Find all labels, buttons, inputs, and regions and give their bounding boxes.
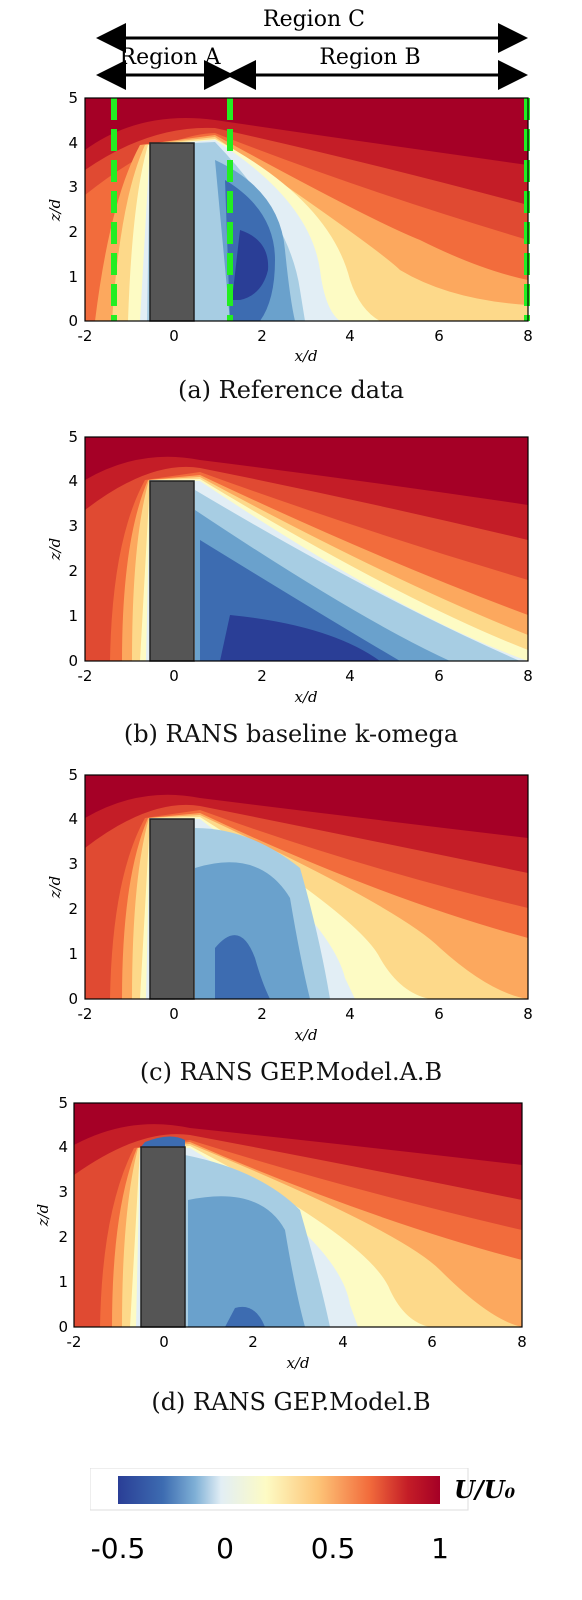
colorbar-gradient <box>118 1476 440 1504</box>
svg-text:5: 5 <box>58 1094 68 1112</box>
svg-text:3: 3 <box>68 855 78 873</box>
svg-text:5: 5 <box>68 428 78 446</box>
svg-text:6: 6 <box>434 1005 444 1023</box>
svg-text:3: 3 <box>58 1183 68 1201</box>
svg-text:1: 1 <box>58 1273 68 1291</box>
svg-text:0: 0 <box>169 1005 179 1023</box>
contour-field-d <box>74 1103 522 1327</box>
svg-text:6: 6 <box>427 1333 437 1351</box>
svg-text:6: 6 <box>434 327 444 345</box>
y-axis-a: 0 1 2 3 4 5 <box>68 89 78 330</box>
caption-d: (d) RANS GEP.Model.B <box>151 1388 431 1416</box>
svg-text:4: 4 <box>345 327 355 345</box>
svg-text:0: 0 <box>169 667 179 685</box>
y-axis-c: 0 1 2 3 4 5 <box>68 766 78 1008</box>
svg-text:0: 0 <box>68 312 78 330</box>
svg-text:6: 6 <box>434 667 444 685</box>
svg-text:0: 0 <box>58 1318 68 1336</box>
x-axis-d: -2 0 2 4 6 8 <box>67 1333 527 1351</box>
panel-d-figure: 0 1 2 3 4 5 -2 0 2 4 6 8 x/d z/d <box>34 1094 527 1372</box>
region-a-label: Region A <box>120 45 222 70</box>
building-block-a <box>149 142 195 322</box>
colorbar: U/U₀ -0.5 0 0.5 1 <box>89 1467 560 1578</box>
panel-b: 0 1 2 3 4 5 -2 0 2 4 6 8 x/d z/d <box>0 420 582 720</box>
region-c-label: Region C <box>263 7 365 32</box>
x-axis-label-a: x/d <box>294 347 317 365</box>
svg-text:4: 4 <box>338 1333 348 1351</box>
svg-text:-2: -2 <box>67 1333 82 1351</box>
contour-field-c <box>85 775 528 999</box>
svg-text:2: 2 <box>68 223 78 241</box>
caption-b: (b) RANS baseline k-omega <box>123 720 459 748</box>
x-axis-label-c: x/d <box>294 1026 317 1044</box>
svg-text:4: 4 <box>68 810 78 828</box>
svg-text:2: 2 <box>257 667 267 685</box>
x-axis-a: -2 0 2 4 6 8 <box>78 327 533 345</box>
svg-text:1: 1 <box>68 607 78 625</box>
building-block-c <box>149 818 195 1000</box>
y-axis-label-c: z/d <box>46 876 64 900</box>
svg-text:2: 2 <box>257 327 267 345</box>
y-axis-d: 0 1 2 3 4 5 <box>58 1094 68 1336</box>
svg-text:4: 4 <box>68 472 78 490</box>
building-block-d <box>140 1146 186 1328</box>
building-block-b <box>149 480 195 662</box>
svg-text:8: 8 <box>523 327 533 345</box>
svg-text:4: 4 <box>68 134 78 152</box>
svg-text:2: 2 <box>248 1333 258 1351</box>
x-axis-b: -2 0 2 4 6 8 <box>78 667 533 685</box>
x-axis-label-d: x/d <box>286 1354 309 1372</box>
colorbar-label: U/U₀ <box>454 1475 516 1504</box>
caption-c: (c) RANS GEP.Model.A.B <box>139 1058 443 1086</box>
svg-text:1: 1 <box>68 268 78 286</box>
y-axis-b: 0 1 2 3 4 5 <box>68 428 78 670</box>
svg-text:8: 8 <box>523 667 533 685</box>
panel-b-figure: 0 1 2 3 4 5 -2 0 2 4 6 8 x/d z/d <box>46 428 533 706</box>
colorbar-ticks: -0.5 0 0.5 1 <box>91 1532 449 1565</box>
svg-text:4: 4 <box>345 1005 355 1023</box>
svg-text:0: 0 <box>216 1532 234 1565</box>
panel-a: Region C Region A Region B 0 <box>0 0 582 380</box>
svg-text:2: 2 <box>257 1005 267 1023</box>
y-axis-label-d: z/d <box>34 1204 52 1228</box>
svg-text:-0.5: -0.5 <box>91 1532 146 1565</box>
contour-field-b <box>85 437 528 661</box>
x-axis-c: -2 0 2 4 6 8 <box>78 1005 533 1023</box>
x-axis-label-b: x/d <box>294 688 317 706</box>
svg-text:0: 0 <box>169 327 179 345</box>
y-axis-label-a: z/d <box>46 199 64 223</box>
svg-text:8: 8 <box>523 1005 533 1023</box>
svg-text:2: 2 <box>58 1228 68 1246</box>
panel-a-figure: Region C Region A Region B 0 <box>46 7 533 365</box>
region-b-label: Region B <box>319 45 420 70</box>
svg-text:0.5: 0.5 <box>311 1532 356 1565</box>
svg-text:-2: -2 <box>78 667 93 685</box>
svg-text:0: 0 <box>68 990 78 1008</box>
svg-text:1: 1 <box>68 945 78 963</box>
svg-text:3: 3 <box>68 178 78 196</box>
svg-text:5: 5 <box>68 89 78 107</box>
y-axis-label-b: z/d <box>46 538 64 562</box>
svg-text:1: 1 <box>431 1532 449 1565</box>
svg-text:4: 4 <box>58 1138 68 1156</box>
svg-text:0: 0 <box>68 652 78 670</box>
caption-a: (a) Reference data <box>177 376 405 404</box>
svg-text:4: 4 <box>345 667 355 685</box>
svg-text:2: 2 <box>68 900 78 918</box>
svg-text:5: 5 <box>68 766 78 784</box>
svg-text:8: 8 <box>517 1333 527 1351</box>
panel-c-figure: 0 1 2 3 4 5 -2 0 2 4 6 8 x/d z/d <box>46 766 533 1044</box>
panel-d: 0 1 2 3 4 5 -2 0 2 4 6 8 x/d z/d <box>0 1090 582 1390</box>
svg-text:-2: -2 <box>78 1005 93 1023</box>
svg-text:0: 0 <box>159 1333 169 1351</box>
svg-text:2: 2 <box>68 562 78 580</box>
svg-text:-2: -2 <box>78 327 93 345</box>
panel-c: 0 1 2 3 4 5 -2 0 2 4 6 8 x/d z/d <box>0 758 582 1058</box>
svg-text:3: 3 <box>68 517 78 535</box>
